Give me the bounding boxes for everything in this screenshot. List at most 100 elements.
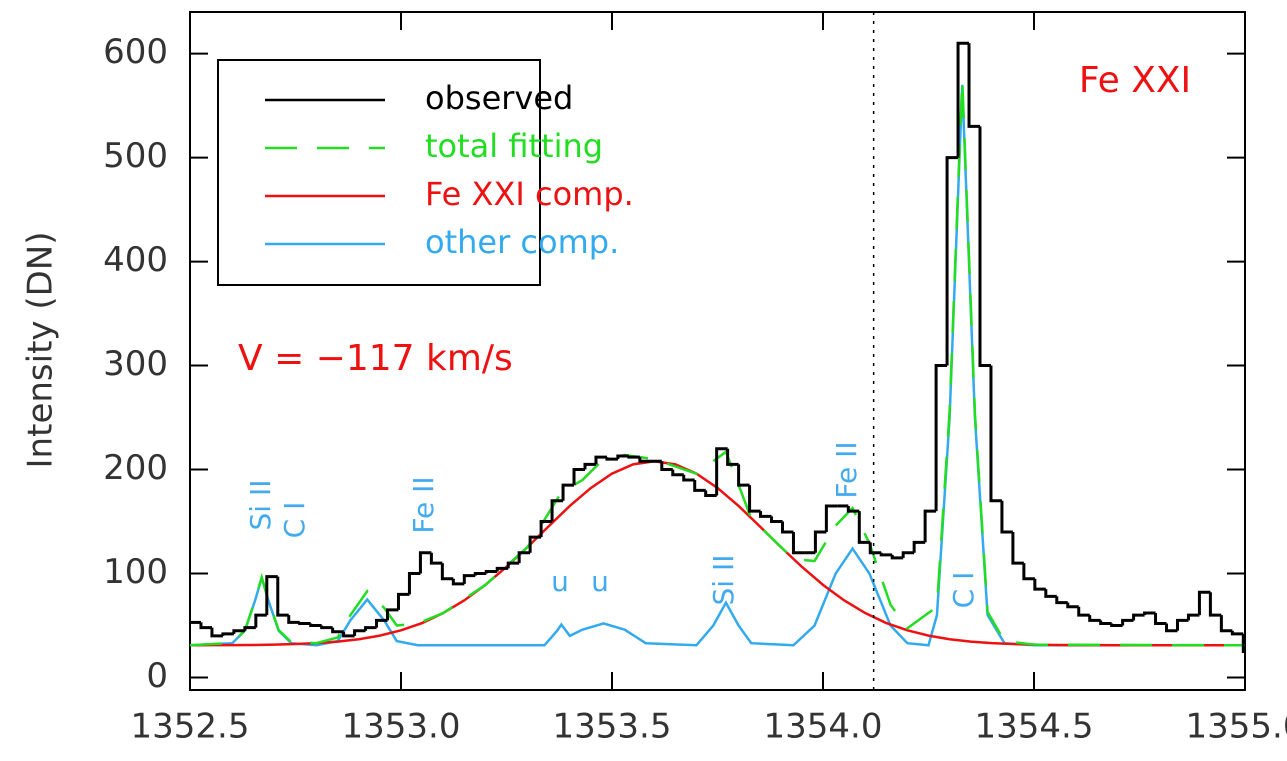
observed-step xyxy=(857,511,871,544)
fit-line xyxy=(190,79,1245,647)
y-tick-label: 400 xyxy=(103,240,168,280)
line-label: Si II xyxy=(707,555,740,606)
y-tick-label: 600 xyxy=(103,32,168,72)
observed-step xyxy=(912,540,926,553)
x-tick-label: 1352.5 xyxy=(131,707,250,747)
observed-step xyxy=(451,578,465,586)
observed-step xyxy=(506,561,520,569)
observed-step xyxy=(418,551,432,574)
observed-step xyxy=(221,632,234,636)
observed-step xyxy=(298,621,311,625)
observed-step xyxy=(232,629,245,634)
observed-step xyxy=(1241,633,1245,654)
observed-step xyxy=(561,483,575,501)
observed-step xyxy=(1186,613,1200,621)
observed-step xyxy=(199,622,212,630)
observed-step xyxy=(879,552,893,557)
observed-step xyxy=(726,448,739,466)
observed-step xyxy=(901,551,915,558)
observed-step xyxy=(440,563,454,581)
observed-step xyxy=(638,457,651,463)
y-axis-label: Intensity (DN) xyxy=(21,232,61,469)
y-tick-label: 200 xyxy=(103,448,168,488)
observed-step xyxy=(1000,500,1013,534)
observed-step xyxy=(265,575,278,616)
observed-step xyxy=(890,554,904,560)
legend-box xyxy=(217,59,541,286)
x-tick-label: 1353.0 xyxy=(342,707,461,747)
observed-step xyxy=(846,505,860,513)
observed-step xyxy=(385,608,399,621)
line-label: C I xyxy=(947,572,980,609)
observed-step xyxy=(748,485,761,513)
observed-step xyxy=(693,479,706,492)
observed-step xyxy=(923,509,937,543)
observed-step xyxy=(1208,592,1222,617)
observed-step xyxy=(396,592,410,610)
observed-step xyxy=(1044,589,1057,598)
legend-label: observed xyxy=(425,79,573,117)
observed-step xyxy=(320,625,333,630)
observed-step xyxy=(407,572,421,595)
observed-step xyxy=(243,626,256,631)
observed-step xyxy=(1165,623,1178,633)
observed-step xyxy=(287,615,300,624)
legend-label: total fitting xyxy=(425,127,603,165)
observed-step xyxy=(945,156,959,366)
line-label: Fe II xyxy=(830,441,863,498)
observed-step xyxy=(967,43,980,128)
annotation: Fe XXI xyxy=(1079,60,1191,101)
observed-step xyxy=(331,627,344,634)
annotation: V = −117 km/s xyxy=(238,338,513,379)
observed-step xyxy=(309,623,322,628)
observed-step xyxy=(1197,590,1211,616)
observed-step xyxy=(517,551,531,564)
observed-step xyxy=(813,530,827,553)
observed-step xyxy=(868,542,882,555)
line-label: u xyxy=(591,565,609,598)
observed-step xyxy=(1033,578,1046,591)
plot-frame xyxy=(189,11,1246,691)
observed-step xyxy=(539,520,553,538)
legend-label: other comp. xyxy=(425,223,619,261)
observed-step xyxy=(1066,602,1079,609)
observed-step xyxy=(978,126,991,368)
observed-step xyxy=(594,455,607,465)
line-label: Si II xyxy=(244,480,277,531)
observed-step xyxy=(1219,615,1233,633)
observed-step xyxy=(605,457,618,461)
observed-step xyxy=(780,521,794,534)
observed-step xyxy=(824,504,838,532)
plot-area xyxy=(190,41,1245,654)
observed-step xyxy=(1055,596,1068,605)
observed-step xyxy=(210,627,223,638)
x-tick-label: 1354.5 xyxy=(975,707,1094,747)
observed-step xyxy=(715,447,728,496)
observed-step xyxy=(627,455,640,459)
y-tick-label: 300 xyxy=(103,344,168,384)
observed-step xyxy=(616,454,629,460)
observed-step xyxy=(759,511,772,518)
observed-step xyxy=(989,365,1002,503)
observed-step xyxy=(462,574,476,584)
observed-step xyxy=(254,613,267,628)
observed-step xyxy=(375,618,388,628)
line-label: C I xyxy=(278,502,311,539)
observed-step xyxy=(1011,531,1024,565)
observed-step xyxy=(737,464,750,487)
observed-step xyxy=(572,468,585,486)
observed-step xyxy=(495,566,509,572)
x-tick-label: 1353.5 xyxy=(553,707,672,747)
observed-step xyxy=(484,569,498,574)
observed-step xyxy=(528,535,542,553)
observed-step xyxy=(583,462,596,470)
observed-step xyxy=(682,474,695,482)
observed-step xyxy=(342,631,355,638)
observed-step xyxy=(429,552,443,565)
y-tick-label: 100 xyxy=(103,552,168,592)
observed-step xyxy=(704,490,717,498)
y-tick-label: 0 xyxy=(146,656,168,696)
observed-step xyxy=(473,572,487,576)
observed-step xyxy=(1132,613,1145,621)
observed-step xyxy=(1077,606,1090,617)
